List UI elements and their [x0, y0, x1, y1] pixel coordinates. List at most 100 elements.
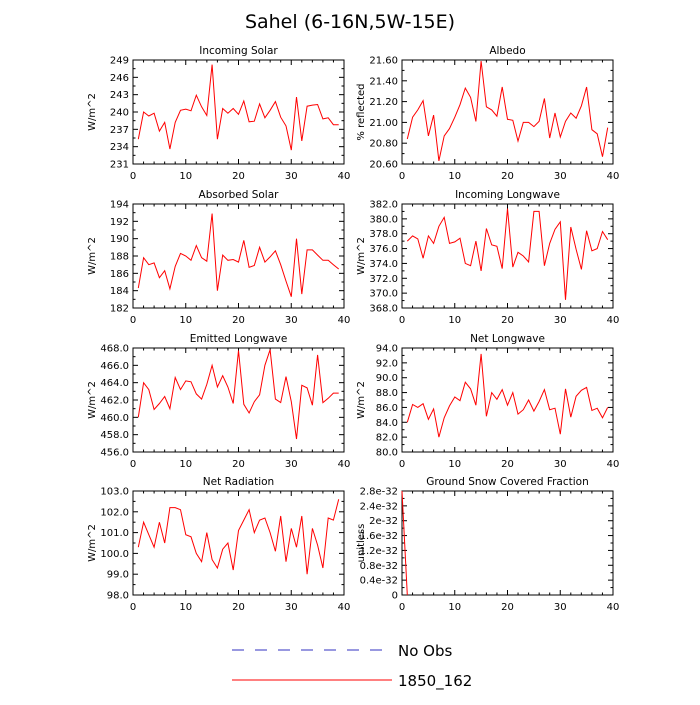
- x-tick-label: 40: [607, 459, 620, 470]
- y-tick-label: 92.0: [376, 358, 398, 369]
- y-tick-label: 0.4e-32: [360, 576, 398, 587]
- y-tick-label: 80.0: [376, 448, 398, 459]
- x-tick-label: 0: [399, 602, 405, 613]
- panel-net-longwave: Net Longwave 0 10 20 30 40 80.0 82.0 84.0 86.0 88.…: [356, 333, 619, 470]
- series-line-1850-162: [406, 208, 609, 300]
- y-tick-label: 234: [110, 142, 129, 153]
- x-tick-label: 30: [554, 459, 567, 470]
- panel-title: Net Longwave: [470, 333, 545, 345]
- x-tick-label: 10: [179, 171, 192, 182]
- x-tick-label: 30: [285, 459, 298, 470]
- y-tick-label: 86.0: [376, 403, 398, 414]
- x-tick-label: 20: [232, 602, 245, 613]
- y-tick-label: 94.0: [376, 344, 398, 355]
- panel-incoming-longwave: Incoming Longwave 0 10 20 30 40 368.0 370.0 372.…: [356, 189, 619, 326]
- y-tick-label: 468.0: [100, 344, 129, 355]
- plot-frame: [132, 59, 345, 165]
- y-tick-label: 98.0: [107, 591, 129, 602]
- x-tick-label: 10: [179, 459, 192, 470]
- y-tick-label: 376.0: [369, 244, 398, 255]
- x-tick-label: 10: [179, 602, 192, 613]
- y-tick-label: 2.4e-32: [360, 501, 398, 512]
- y-tick-label: 184: [110, 286, 129, 297]
- y-tick-label: 374.0: [369, 259, 398, 270]
- y-tick-label: 237: [110, 125, 129, 136]
- plot-frame: [132, 347, 345, 453]
- y-tick-label: 460.0: [100, 413, 129, 424]
- legend: No Obs 1850_162: [232, 642, 472, 691]
- x-tick-label: 0: [130, 171, 136, 182]
- y-tick-label: 90.0: [376, 373, 398, 384]
- x-tick-label: 40: [338, 171, 351, 182]
- y-tick-label: 99.0: [107, 570, 129, 581]
- y-tick-label: 103.0: [100, 487, 129, 498]
- x-tick-label: 10: [448, 315, 461, 326]
- y-axis-label: unitless: [356, 524, 367, 563]
- x-tick-label: 40: [338, 315, 351, 326]
- y-axis-label: W/m^2: [356, 381, 367, 419]
- legend-label-no-obs: No Obs: [398, 642, 452, 660]
- y-tick-label: 21.20: [369, 97, 398, 108]
- plot-frame: [401, 59, 614, 165]
- panel-ground-snow-covered-fraction: Ground Snow Covered Fraction 0 10 20 30 40 0 0.…: [356, 476, 619, 613]
- panel-albedo: Albedo 0 10 20 30 40 20.60 20.80 21.00 21.20 21.40…: [356, 45, 619, 182]
- y-axis-label: W/m^2: [87, 381, 98, 419]
- y-tick-label: 21.40: [369, 76, 398, 87]
- x-tick-label: 30: [554, 315, 567, 326]
- series-line-1850-162: [137, 349, 339, 440]
- x-tick-label: 10: [448, 459, 461, 470]
- y-tick-label: 102.0: [100, 507, 129, 518]
- x-tick-label: 0: [130, 315, 136, 326]
- plot-frame: [132, 203, 345, 309]
- x-tick-label: 20: [232, 459, 245, 470]
- plot-frame: [401, 490, 614, 596]
- y-tick-label: 246: [110, 73, 129, 84]
- panel-title: Absorbed Solar: [199, 189, 280, 201]
- x-tick-label: 30: [285, 171, 298, 182]
- x-tick-label: 20: [501, 602, 514, 613]
- y-tick-label: 1.2e-32: [360, 546, 398, 557]
- panel-title: Albedo: [489, 45, 525, 57]
- y-axis-label: W/m^2: [356, 237, 367, 275]
- y-tick-label: 368.0: [369, 304, 398, 315]
- x-tick-label: 30: [285, 315, 298, 326]
- y-tick-label: 20.80: [369, 139, 398, 150]
- y-tick-label: 370.0: [369, 289, 398, 300]
- series-line-1850-162: [137, 64, 339, 151]
- panel-absorbed-solar: Absorbed Solar 0 10 20 30 40 182 184 186 188 190 19…: [87, 189, 350, 326]
- x-tick-label: 40: [607, 315, 620, 326]
- y-tick-label: 2e-32: [369, 516, 398, 527]
- y-tick-label: 243: [110, 90, 129, 101]
- y-tick-label: 464.0: [100, 378, 129, 389]
- x-tick-label: 20: [501, 315, 514, 326]
- y-tick-label: 186: [110, 269, 129, 280]
- x-tick-label: 10: [448, 171, 461, 182]
- plot-frame: [401, 347, 614, 453]
- panel-title: Emitted Longwave: [190, 333, 288, 345]
- x-tick-label: 40: [338, 602, 351, 613]
- x-tick-label: 10: [179, 315, 192, 326]
- panel-net-radiation: Net Radiation 0 10 20 30 40 98.0 99.0 100.0 101.0…: [87, 476, 350, 613]
- series-line-1850-162: [137, 213, 340, 297]
- x-tick-label: 20: [232, 171, 245, 182]
- x-tick-label: 40: [607, 171, 620, 182]
- y-tick-label: 84.0: [376, 418, 398, 429]
- y-tick-label: 182: [110, 304, 129, 315]
- x-tick-label: 0: [399, 459, 405, 470]
- legend-label-1850-162: 1850_162: [398, 672, 472, 691]
- series-line-1850-162: [406, 353, 609, 438]
- y-tick-label: 372.0: [369, 274, 398, 285]
- y-tick-label: 380.0: [369, 214, 398, 225]
- panel-incoming-solar: Incoming Solar 0 10 20 30 40 231 234 237 240 243 24…: [87, 45, 350, 182]
- x-tick-label: 30: [554, 602, 567, 613]
- x-tick-label: 40: [338, 459, 351, 470]
- y-tick-label: 231: [110, 160, 129, 171]
- plot-frame: [401, 203, 614, 309]
- y-tick-label: 382.0: [369, 200, 398, 211]
- y-axis-label: W/m^2: [87, 93, 98, 131]
- y-tick-label: 456.0: [100, 448, 129, 459]
- panel-title: Ground Snow Covered Fraction: [426, 476, 589, 488]
- x-tick-label: 0: [130, 602, 136, 613]
- series-line-1850-162: [406, 60, 609, 162]
- x-tick-label: 0: [399, 171, 405, 182]
